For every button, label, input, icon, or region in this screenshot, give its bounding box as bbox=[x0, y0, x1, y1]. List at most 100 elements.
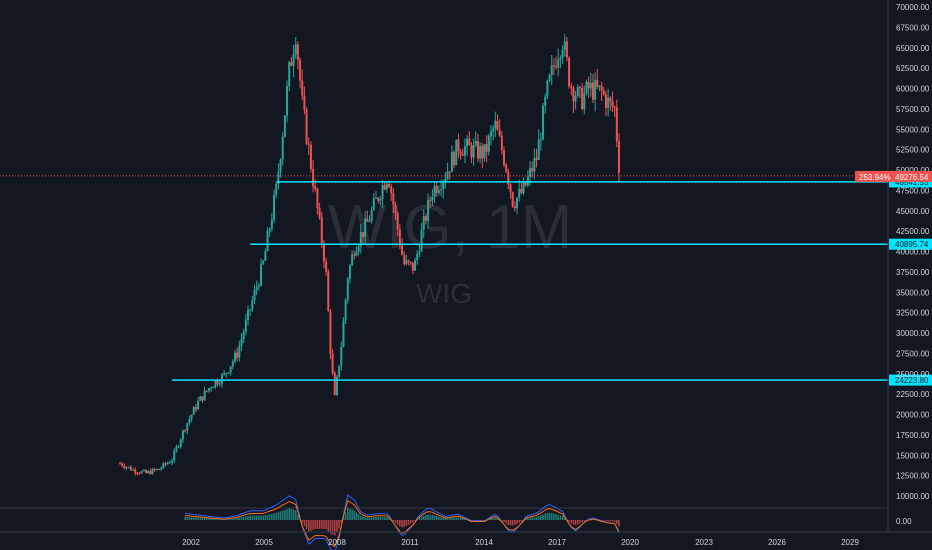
histogram-bar bbox=[546, 512, 549, 520]
candle-body bbox=[201, 396, 204, 401]
candle-body bbox=[136, 472, 139, 474]
histogram-bar bbox=[442, 517, 445, 520]
histogram-bar bbox=[544, 513, 547, 520]
candle-body bbox=[418, 251, 421, 254]
histogram-bar bbox=[275, 512, 278, 520]
candle-body bbox=[483, 144, 486, 159]
histogram-bar bbox=[331, 520, 334, 535]
histogram-bar bbox=[346, 508, 349, 520]
price-tick-label: 10000.00 bbox=[896, 492, 930, 501]
histogram-bar bbox=[414, 520, 416, 521]
candle-body bbox=[270, 219, 273, 229]
histogram-bar bbox=[184, 516, 186, 520]
histogram-bar bbox=[208, 518, 210, 520]
histogram-bar bbox=[370, 517, 373, 520]
candle-body bbox=[411, 262, 414, 271]
candle-body bbox=[171, 460, 174, 463]
histogram-bar bbox=[529, 517, 531, 520]
candle-body bbox=[164, 463, 167, 465]
candle-body bbox=[132, 469, 135, 471]
candle-body bbox=[251, 300, 254, 310]
candle-body bbox=[420, 229, 423, 252]
histogram-bar bbox=[349, 508, 351, 520]
candle-body bbox=[429, 199, 432, 201]
histogram-bar bbox=[616, 520, 618, 524]
candle-body bbox=[303, 95, 306, 110]
price-axis[interactable]: 70000.00 67500.00 65000.00 62500.00 60000.00… bbox=[896, 3, 930, 501]
histogram-bar bbox=[333, 520, 336, 536]
candle-body bbox=[555, 66, 558, 68]
candle-body bbox=[511, 192, 514, 207]
candle-body bbox=[218, 383, 221, 385]
candle-body bbox=[340, 347, 343, 366]
current-price-label: 253.94% 49276.54 bbox=[855, 170, 932, 182]
histogram-bar bbox=[505, 520, 507, 524]
histogram-bar bbox=[249, 515, 251, 520]
histogram-bar bbox=[245, 516, 247, 520]
histogram-bar bbox=[360, 516, 362, 520]
histogram-bar bbox=[268, 514, 271, 520]
candle-body bbox=[153, 469, 156, 471]
histogram-bar bbox=[355, 512, 358, 520]
candle-body bbox=[476, 140, 479, 159]
histogram-bar bbox=[381, 516, 384, 520]
candle-body bbox=[236, 352, 239, 358]
candle-body bbox=[509, 184, 512, 193]
candle-body bbox=[229, 366, 232, 373]
price-tick-label: 37500.00 bbox=[896, 268, 930, 277]
histogram-bar bbox=[576, 520, 579, 525]
histogram-bar bbox=[427, 514, 429, 520]
price-tick-label: 32500.00 bbox=[896, 309, 930, 318]
candle-body bbox=[149, 471, 152, 475]
histogram-bar bbox=[472, 520, 475, 521]
histogram-bar bbox=[266, 514, 269, 520]
histogram-bar bbox=[425, 514, 427, 520]
histogram-bar bbox=[611, 520, 614, 522]
histogram-bar bbox=[409, 520, 412, 524]
histogram-bar bbox=[451, 517, 453, 520]
histogram-bar bbox=[572, 520, 575, 525]
histogram-bar bbox=[340, 520, 343, 524]
histogram-bar bbox=[288, 508, 291, 520]
time-tick-label: 2023 bbox=[695, 538, 713, 547]
histogram-bar bbox=[618, 520, 620, 527]
histogram-bar bbox=[353, 510, 356, 520]
histogram-bar bbox=[240, 517, 243, 520]
candle-body bbox=[529, 168, 532, 177]
candle-body bbox=[385, 183, 388, 190]
candle-body bbox=[305, 109, 308, 144]
candle-body bbox=[437, 190, 440, 193]
candle-body bbox=[422, 216, 425, 230]
histogram-bar bbox=[444, 518, 447, 520]
signal-line bbox=[185, 500, 620, 548]
candle-body bbox=[333, 372, 336, 395]
candle-body bbox=[344, 299, 347, 321]
time-axis[interactable]: 2002 2005 2008 2011 2014 2017 2020 2023 2026 2029 bbox=[182, 538, 859, 547]
candle-body bbox=[314, 186, 317, 189]
candle-body bbox=[238, 345, 241, 358]
candle-body bbox=[585, 81, 588, 94]
histogram-bar bbox=[540, 515, 542, 520]
candle-body bbox=[576, 86, 579, 97]
histogram-bar bbox=[199, 517, 202, 520]
candle-body bbox=[194, 407, 197, 410]
histogram-bar bbox=[516, 520, 518, 524]
candle-body bbox=[548, 74, 551, 81]
candle-body bbox=[257, 285, 260, 287]
histogram-bar bbox=[329, 520, 332, 534]
histogram-bar bbox=[238, 517, 241, 520]
candle-body bbox=[283, 115, 286, 137]
histogram-bar bbox=[368, 517, 371, 520]
candle-body bbox=[192, 407, 195, 415]
candle-body bbox=[427, 199, 430, 221]
histogram-bar bbox=[351, 509, 353, 520]
candle-body bbox=[355, 251, 358, 256]
histogram-bar bbox=[195, 517, 197, 520]
candle-body bbox=[210, 387, 213, 389]
histogram-bar bbox=[613, 520, 616, 522]
candle-body bbox=[485, 144, 488, 152]
histogram-bar bbox=[192, 517, 195, 520]
current-change-text: 253.94% bbox=[859, 173, 891, 182]
candle-body bbox=[160, 467, 163, 470]
